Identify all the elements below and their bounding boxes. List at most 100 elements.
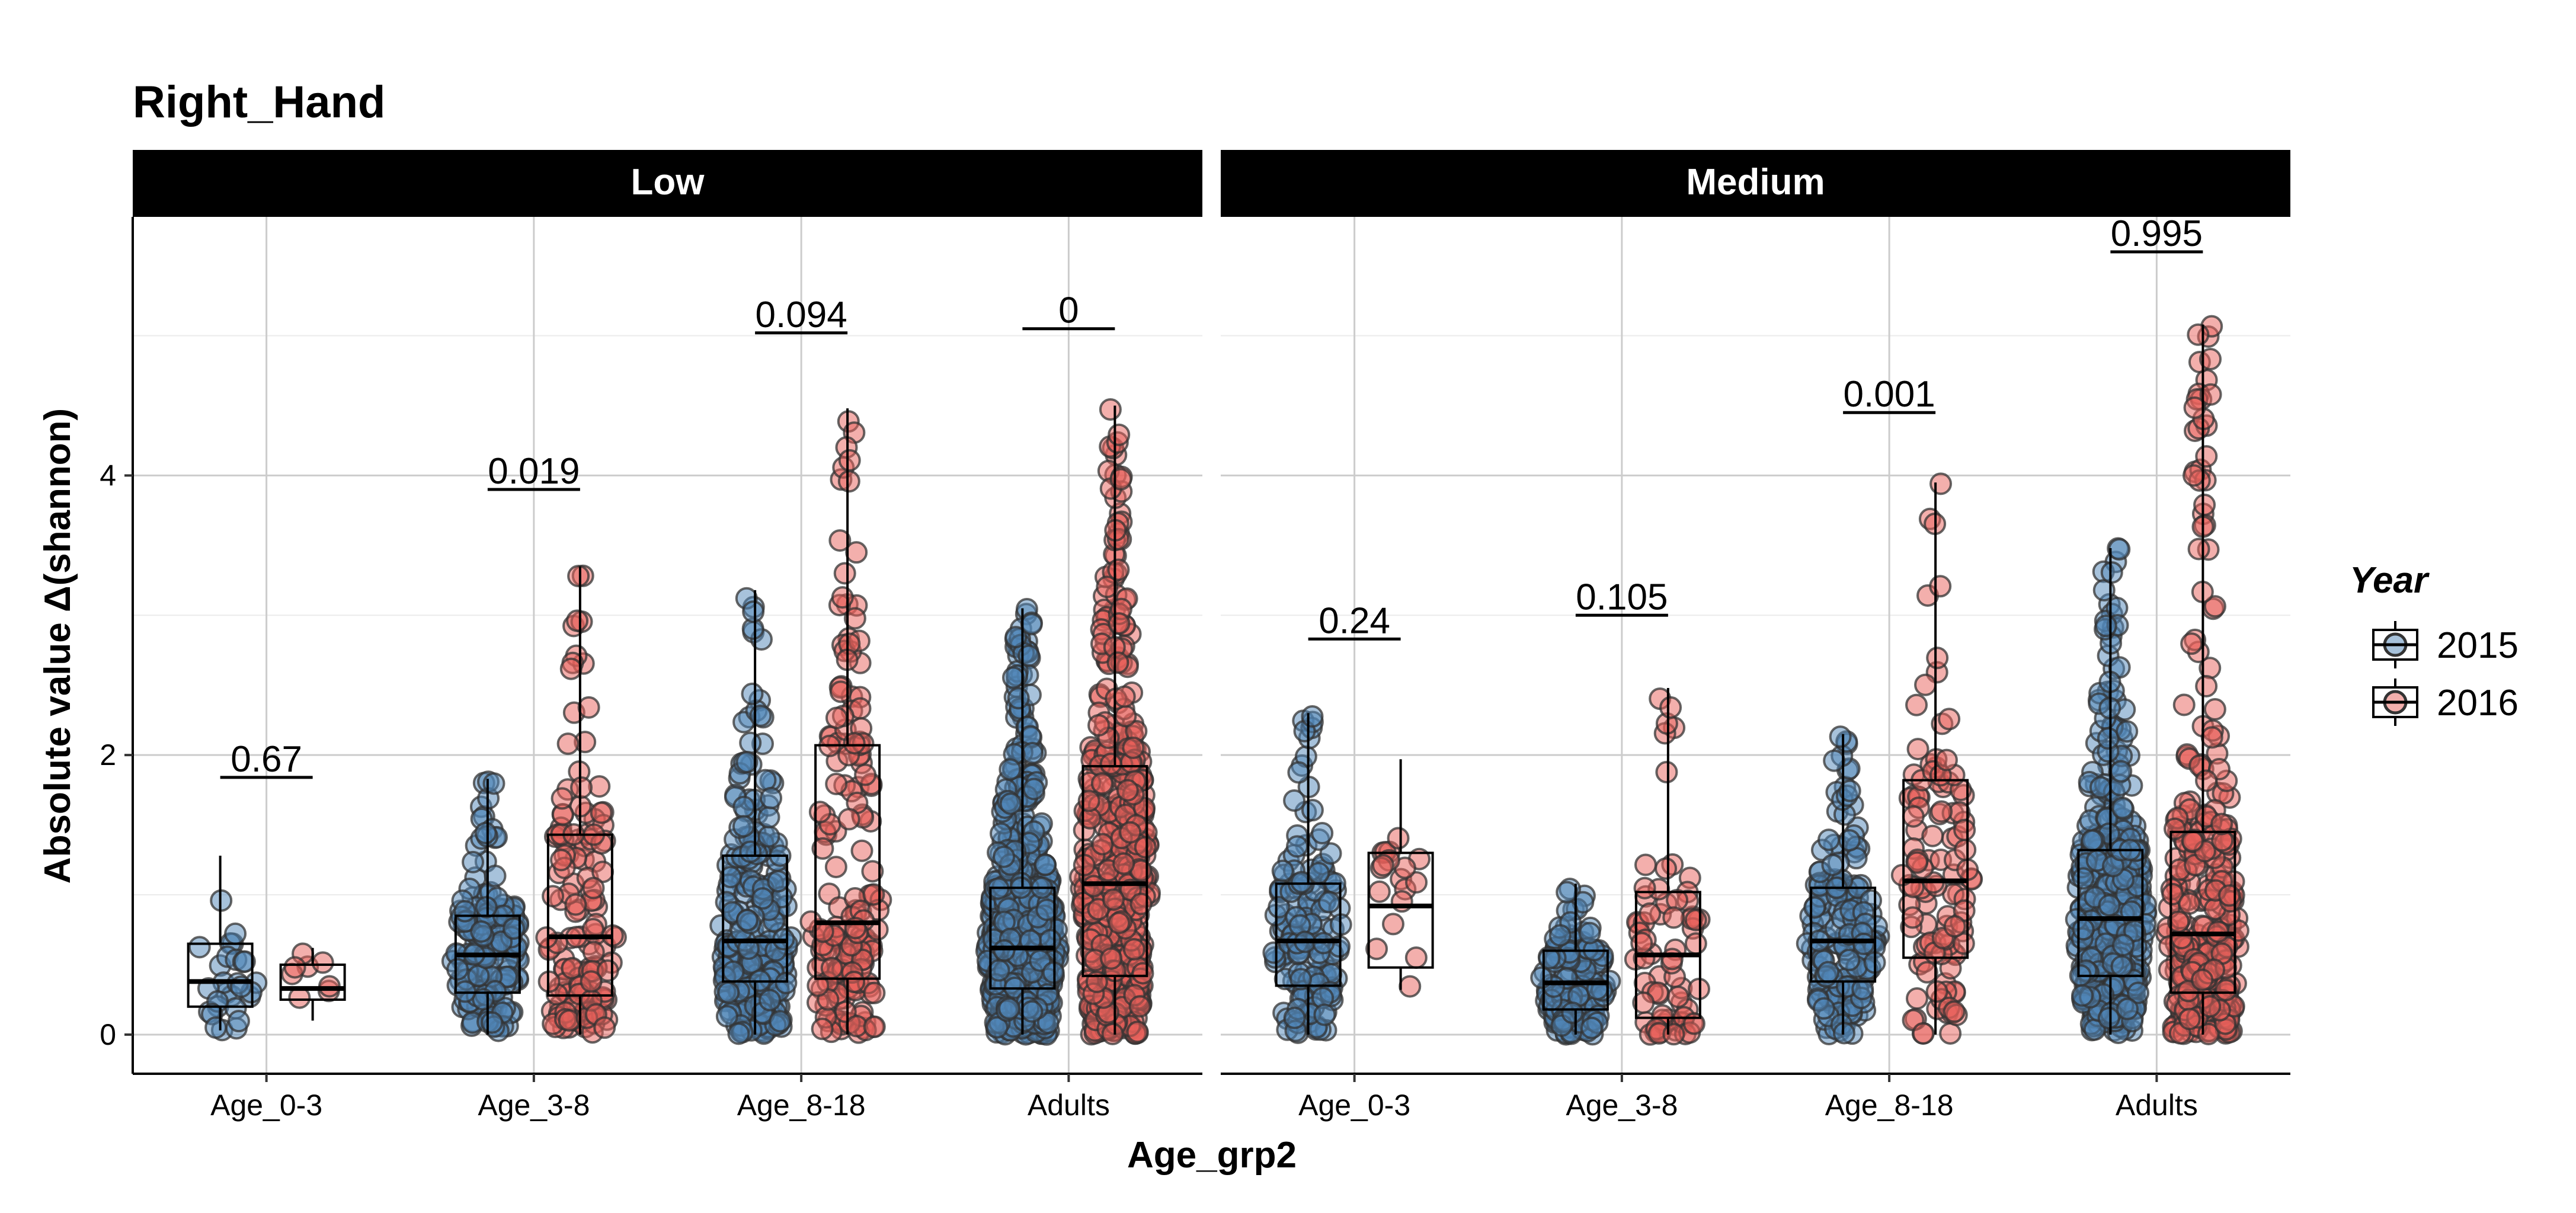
data-point: [1838, 949, 1861, 972]
data-point: [811, 837, 834, 860]
y-tick-label: 2: [100, 738, 116, 772]
x-tick-label: Age_0-3: [1298, 1089, 1410, 1122]
data-point: [757, 806, 780, 829]
data-point: [1311, 822, 1334, 845]
data-point: [843, 607, 866, 630]
data-point: [1090, 772, 1113, 795]
x-tick-label: Adults: [2116, 1089, 2198, 1122]
data-point: [1399, 975, 1422, 998]
data-point: [1107, 558, 1130, 581]
data-point: [837, 470, 860, 493]
data-point: [1096, 575, 1119, 599]
data-point: [1578, 921, 1601, 945]
group-age_8-18: 0.094: [709, 295, 892, 1045]
data-point: [2172, 693, 2196, 716]
data-point: [482, 772, 505, 795]
data-point: [1099, 398, 1122, 421]
data-point: [722, 960, 745, 983]
data-point: [732, 795, 756, 818]
panel-low: 0.67 Age_0-3 0.019 Age_3-8 0.094 Age_8-18 0 Adu…: [132, 217, 1202, 1122]
data-point: [2071, 984, 2094, 1007]
data-point: [1915, 961, 1938, 984]
x-axis-title: Age_grp2: [1127, 1135, 1297, 1176]
data-point: [732, 815, 755, 838]
data-point: [577, 696, 600, 719]
data-point: [1684, 908, 1707, 932]
data-point: [2110, 760, 2133, 783]
data-point: [2100, 561, 2123, 584]
panel-strip-medium: [1221, 150, 2290, 217]
data-point: [1905, 693, 1928, 716]
data-point: [807, 974, 830, 997]
pvalue-label: 0.019: [488, 451, 580, 492]
data-point: [1102, 888, 1125, 911]
data-point: [1108, 423, 1131, 446]
data-point: [580, 970, 603, 993]
data-point: [2081, 829, 2104, 852]
x-tick-label: Age_3-8: [478, 1089, 590, 1122]
data-point: [1004, 626, 1028, 649]
data-point: [1829, 725, 1852, 748]
data-point: [811, 1017, 834, 1041]
data-point: [1087, 713, 1111, 737]
data-point: [1630, 932, 1653, 955]
data-point: [2110, 955, 2133, 978]
y-tick-label: 4: [100, 459, 116, 492]
data-point: [759, 988, 782, 1012]
data-point: [1301, 705, 1324, 728]
data-point: [2200, 726, 2223, 749]
data-point: [1371, 854, 1394, 877]
data-point: [1561, 1001, 1584, 1025]
data-point: [2163, 817, 2186, 840]
data-point: [1823, 749, 1846, 772]
group-age_3-8: 0.019: [441, 451, 627, 1044]
data-point: [1655, 761, 1678, 784]
legend-title: Year: [2350, 560, 2430, 601]
data-point: [1368, 880, 1391, 903]
data-point: [757, 825, 780, 848]
data-point: [462, 850, 485, 873]
data-point: [1634, 853, 1657, 876]
data-point: [1001, 666, 1025, 689]
data-point: [993, 845, 1016, 868]
data-point: [1938, 708, 1961, 731]
data-point: [484, 865, 507, 888]
data-point: [1930, 800, 1953, 823]
data-point: [470, 920, 493, 943]
data-point: [564, 893, 587, 916]
x-tick-label: Age_8-18: [737, 1089, 866, 1122]
data-point: [311, 951, 334, 974]
panel-label-medium: Medium: [1686, 162, 1825, 203]
data-point: [749, 704, 772, 727]
data-point: [227, 1010, 250, 1033]
data-point: [2203, 697, 2226, 721]
data-point: [1287, 761, 1310, 784]
data-point: [1926, 646, 1949, 670]
data-point: [862, 883, 885, 906]
panel-label-low: Low: [631, 162, 705, 203]
data-point: [1073, 853, 1096, 876]
box-2016: [546, 833, 613, 997]
data-point: [283, 956, 306, 979]
data-point: [2215, 978, 2238, 1001]
data-point: [2195, 674, 2218, 697]
data-point: [843, 971, 866, 994]
x-tick-label: Age_8-18: [1825, 1089, 1954, 1122]
data-point: [581, 918, 604, 941]
data-point: [1666, 985, 1689, 1009]
data-point: [1902, 805, 1925, 828]
data-point: [2183, 464, 2206, 487]
data-point: [1548, 924, 1572, 947]
data-point: [985, 1016, 1009, 1039]
data-point: [1381, 913, 1404, 936]
data-point: [1112, 852, 1135, 875]
data-point: [2111, 796, 2134, 820]
data-point: [1387, 827, 1410, 850]
data-point: [1082, 875, 1105, 898]
data-point: [481, 1011, 504, 1034]
data-point: [1929, 472, 1953, 495]
data-point: [2178, 1007, 2201, 1030]
data-point: [1108, 911, 1131, 934]
data-point: [987, 959, 1010, 982]
data-point: [2072, 867, 2095, 890]
